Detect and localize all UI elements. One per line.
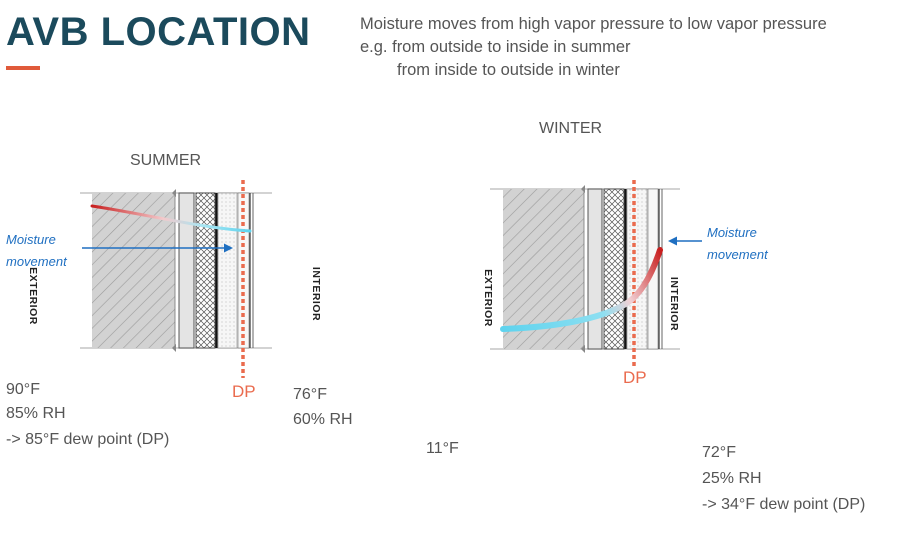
summer-inside-rh: 60% RH — [293, 411, 353, 428]
summer-outside-temp: 90°F — [6, 381, 40, 398]
summer-gypsum-layer — [217, 192, 238, 349]
winter-exterior-label: EXTERIOR — [482, 269, 494, 327]
summer-label: SUMMER — [130, 152, 202, 169]
summer-moisture-arrowhead — [224, 243, 233, 253]
winter-label: WINTER — [539, 120, 603, 137]
summer-concrete-layer — [92, 193, 175, 348]
summer-exterior-label: EXTERIOR — [27, 267, 39, 325]
winter-inside-dew: -> 34°F dew point (DP) — [702, 496, 866, 513]
winter-gypsum-layer — [626, 188, 648, 350]
summer-moisture-label-1: Moisture — [6, 232, 56, 247]
summer-outside-dew: -> 85°F dew point (DP) — [6, 431, 170, 448]
intro-line-3: from inside to outside in winter — [397, 61, 620, 79]
winter-outside-temp: 11°F — [426, 440, 459, 457]
summer-outside-rh: 85% RH — [6, 405, 66, 422]
title-underline — [6, 66, 40, 70]
winter-moisture-arrowhead — [668, 236, 677, 246]
summer-sheathing-layer — [178, 192, 195, 349]
winter-wall-section — [490, 180, 702, 368]
winter-sheathing-layer — [587, 188, 603, 350]
page-title: AVB LOCATION — [6, 10, 311, 54]
winter-inside-rh: 25% RH — [702, 470, 762, 487]
winter-moisture-label-1: Moisture — [707, 225, 757, 240]
summer-insulation-layer — [195, 192, 216, 349]
summer-wall-section — [80, 180, 272, 378]
summer-interior-label: INTERIOR — [310, 266, 322, 322]
winter-vapor-pressure-curve — [500, 247, 663, 332]
intro-line-2: e.g. from outside to inside in summer — [360, 38, 631, 56]
winter-insulation-layer — [603, 188, 625, 350]
winter-dp-label: DP — [623, 368, 647, 387]
summer-dp-label: DP — [232, 382, 256, 401]
summer-inside-temp: 76°F — [293, 386, 327, 403]
winter-interior-label: INTERIOR — [668, 276, 680, 332]
winter-inside-temp: 72°F — [702, 444, 736, 461]
summer-moisture-label-2: movement — [6, 254, 67, 269]
summer-vapor-pressure-curve — [90, 204, 252, 233]
intro-line-1: Moisture moves from high vapor pressure … — [360, 15, 827, 33]
winter-moisture-label-2: movement — [707, 247, 768, 262]
